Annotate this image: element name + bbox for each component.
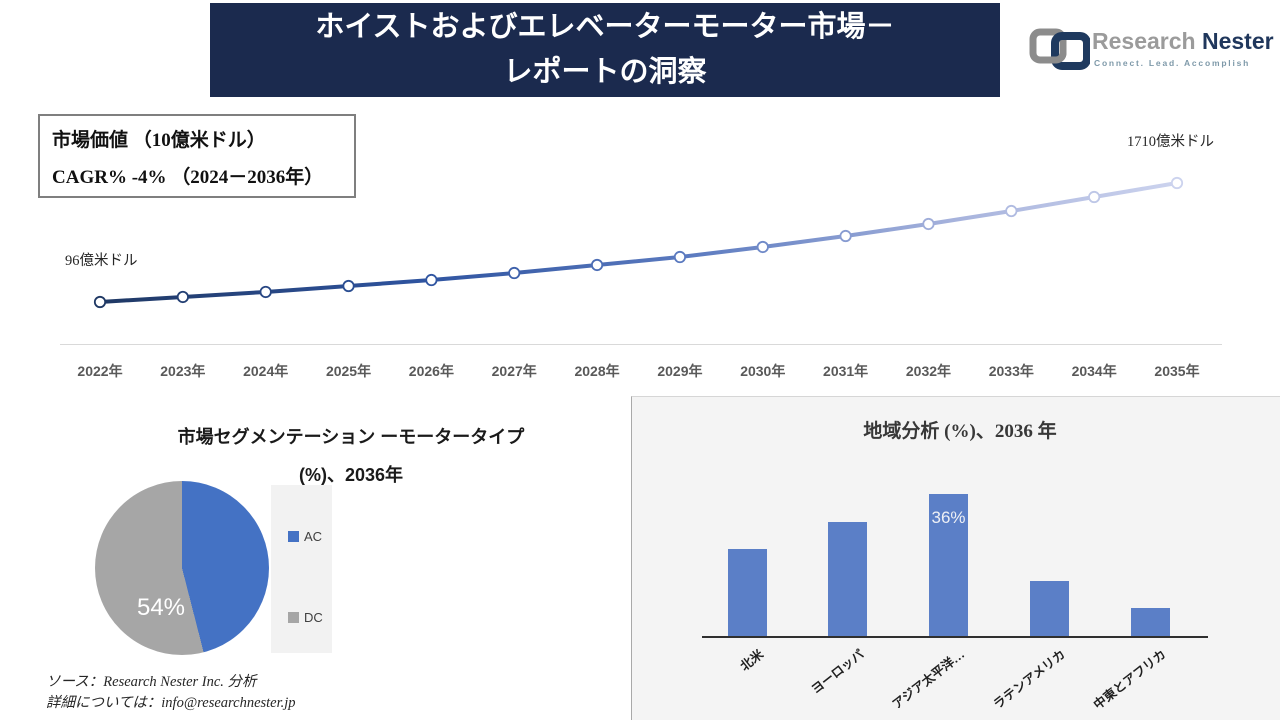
- market-value-label: 市場価値 （10億米ドル）: [52, 130, 266, 151]
- source-note: ソース：Research Nester Inc. 分析 詳細については：info…: [46, 672, 296, 714]
- x-axis-label: 2034年: [1071, 363, 1117, 379]
- region-bar-4: [1130, 608, 1170, 636]
- legend-label: AC: [304, 528, 323, 544]
- x-axis-label: 2027年: [491, 363, 537, 379]
- contact-line: 詳細については：info@researchnester.jp: [46, 695, 296, 711]
- pie-legend: AC DC: [271, 485, 332, 653]
- line-marker: [839, 229, 852, 243]
- legend-item-ac: AC: [288, 528, 322, 544]
- line-marker: [342, 279, 355, 293]
- line-marker: [1005, 204, 1018, 218]
- line-marker: [93, 295, 107, 309]
- line-marker: [176, 290, 189, 304]
- x-axis-label: 2031年: [823, 363, 869, 379]
- research-nester-logo: Research Nester Connect. Lead. Accomplis…: [1028, 20, 1274, 84]
- line-marker: [756, 240, 769, 254]
- logo-tagline: Connect. Lead. Accomplish: [1094, 58, 1251, 68]
- line-marker: [922, 217, 935, 231]
- motor-type-pie-chart: [95, 481, 269, 655]
- x-axis-label: 2022年: [77, 363, 123, 379]
- line-marker: [425, 273, 438, 287]
- report-title-line1: ホイストおよびエレベーターモーター市場－: [315, 11, 895, 43]
- bar-chart-title: 地域分析 (%)、2036 年: [863, 421, 1057, 442]
- region-bar-3: [1029, 581, 1069, 636]
- report-title-line2: レポートの洞察: [503, 56, 707, 88]
- line-marker: [590, 258, 604, 272]
- x-axis-label: 2025年: [325, 363, 372, 379]
- x-axis-label: 2033年: [988, 363, 1034, 379]
- line-first-point-label: 96億米ドル: [65, 253, 138, 269]
- x-axis-label: 2024年: [243, 363, 289, 379]
- legend-item-dc: DC: [288, 609, 323, 625]
- x-axis-label: 2026年: [408, 363, 454, 379]
- pie-title-line1: 市場セグメンテーション ーモータータイプ: [177, 427, 525, 447]
- x-axis-label: 2023年: [160, 363, 206, 379]
- bar-chart-x-axis: [702, 636, 1208, 638]
- market-value-line: [98, 181, 1179, 304]
- logo-word-nester: Nester: [1201, 28, 1274, 54]
- line-marker: [1088, 190, 1101, 204]
- pie-title-line2: (%)、2036年: [298, 465, 404, 485]
- bar-data-label: 36%: [931, 508, 966, 527]
- region-bar-2: [929, 494, 968, 636]
- pie-chart-title: 市場セグメンテーション ーモータータイプ (%)、2036年: [95, 418, 607, 494]
- line-marker: [673, 250, 687, 264]
- line-chart-x-axis: [60, 344, 1222, 345]
- line-marker: [1170, 176, 1184, 190]
- region-bar-0: [727, 549, 767, 636]
- line-marker: [508, 266, 521, 280]
- logo-word-research: Research: [1092, 28, 1196, 54]
- x-axis-label: 2029年: [657, 363, 703, 379]
- source-line: ソース：Research Nester Inc. 分析: [46, 674, 257, 690]
- x-axis-label: 2035年: [1154, 363, 1200, 379]
- line-last-point-label: 1710億米ドル: [1127, 134, 1214, 150]
- report-title-banner: ホイストおよびエレベーターモーター市場－ レポートの洞察: [210, 3, 1000, 97]
- pie-data-label: 54%: [136, 594, 186, 621]
- legend-swatch: [288, 611, 299, 623]
- x-axis-label: 2032年: [905, 363, 952, 379]
- x-axis-label: 2028年: [574, 363, 620, 379]
- x-axis-label: 2030年: [740, 363, 786, 379]
- legend-label: DC: [304, 609, 323, 625]
- logo-wordmark: Research Nester: [1092, 28, 1274, 55]
- region-bar-1: [828, 522, 868, 636]
- line-marker: [259, 285, 272, 299]
- cagr-label: CAGR% -4% （2024－2036年）: [52, 167, 324, 188]
- legend-swatch: [288, 530, 299, 542]
- market-value-box: 市場価値 （10億米ドル） CAGR% -4% （2024－2036年）: [38, 114, 356, 198]
